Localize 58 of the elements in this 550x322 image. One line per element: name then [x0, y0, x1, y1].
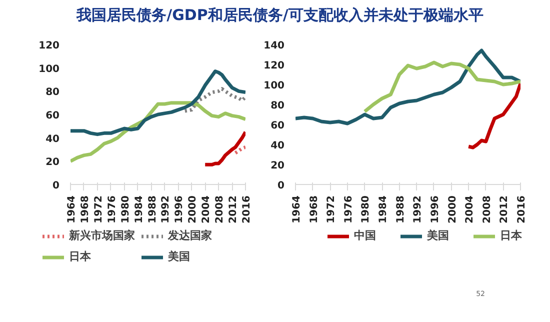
y-tick-label: 80 — [46, 87, 60, 98]
y-tick-label: 120 — [38, 40, 60, 52]
y-tick-label: 40 — [270, 140, 285, 152]
y-tick-label: 140 — [264, 40, 285, 52]
y-tick-label: 120 — [264, 60, 285, 72]
legend-label: 新兴市场国家 — [69, 228, 135, 243]
legend-label: 美国 — [168, 249, 191, 264]
x-tick-label: 1996 — [174, 195, 186, 224]
x-tick-label: 1980 — [120, 195, 132, 224]
x-tick-label: 1980 — [360, 195, 372, 224]
x-tick-label: 2008 — [482, 195, 493, 224]
x-tick-label: 2012 — [228, 195, 240, 224]
y-tick-label: 20 — [46, 157, 60, 168]
x-tick-label: 1976 — [106, 195, 118, 224]
legend-label: 中国 — [354, 228, 377, 243]
x-tick-label: 1964 — [66, 195, 78, 224]
x-tick-label: 1992 — [412, 195, 424, 224]
x-tick-label: 1984 — [134, 195, 145, 224]
legend-label: 发达国家 — [168, 228, 212, 243]
x-tick-label: 1988 — [147, 195, 158, 224]
y-tick-label: 80 — [270, 100, 285, 112]
y-tick-label: 20 — [270, 160, 285, 172]
y-tick-label: 60 — [46, 110, 60, 122]
x-tick-label: 2004 — [201, 195, 212, 224]
line-series — [466, 82, 520, 150]
x-tick-label: 2000 — [188, 195, 199, 224]
y-tick-label: 0 — [52, 180, 60, 192]
line-series — [70, 101, 246, 163]
x-tick-label: 1968 — [80, 195, 91, 224]
x-tick-label: 2008 — [214, 195, 226, 224]
x-tick-label: 1964 — [292, 195, 302, 224]
x-tick-label: 2012 — [499, 195, 510, 224]
x-tick-label: 2000 — [447, 195, 458, 224]
x-tick-label: 2004 — [464, 195, 476, 224]
line-series — [183, 87, 246, 113]
x-tick-label: 2016 — [516, 195, 528, 224]
legend-label: 美国 — [427, 228, 450, 243]
y-tick-label: 0 — [278, 180, 285, 192]
y-tick-label: 100 — [38, 64, 60, 75]
line-series — [362, 60, 520, 114]
x-tick-label: 1988 — [395, 195, 406, 224]
text: 我国居民债务/GDP和居民债务/可支配收入并未处于极端水平 — [76, 5, 484, 26]
x-tick-label: 1972 — [93, 195, 104, 224]
legend-label: 日本 — [500, 228, 523, 243]
y-tick-label: 100 — [264, 80, 285, 92]
x-tick-label: 1968 — [308, 195, 320, 224]
x-tick-label: 1992 — [160, 195, 172, 224]
line-series — [203, 130, 246, 166]
y-tick-label: 60 — [270, 120, 285, 132]
line-series — [296, 48, 520, 126]
y-tick-label: 40 — [46, 134, 60, 145]
legend-label: 日本 — [69, 249, 92, 264]
x-tick-label: 1976 — [343, 195, 354, 224]
x-tick-label: 1996 — [430, 195, 441, 224]
x-tick-label: 2016 — [242, 195, 252, 224]
x-tick-label: 1984 — [378, 195, 390, 224]
x-tick-label: 1972 — [326, 195, 338, 224]
line-series — [70, 70, 246, 136]
